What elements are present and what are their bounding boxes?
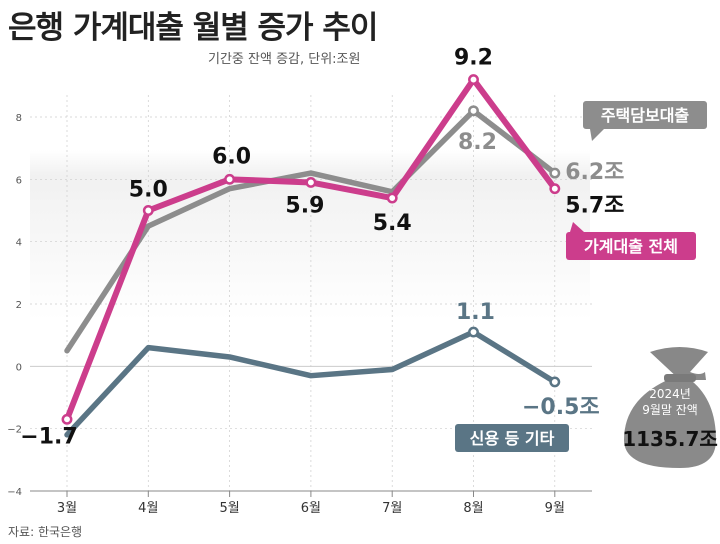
data-label-total: 5.0 (129, 178, 168, 203)
x-tick-label: 5월 (219, 501, 239, 516)
data-point-mortgage (468, 105, 479, 117)
y-tick-label: −2 (7, 425, 22, 436)
x-tick-label: 3월 (57, 501, 77, 516)
y-tick-label: 0 (16, 362, 22, 373)
legend-mortgage: 주택담보대출 (583, 101, 707, 141)
y-tick-label: 2 (16, 300, 22, 311)
x-tick-label: 4월 (138, 501, 158, 516)
x-tick-label: 8월 (463, 501, 483, 516)
data-label-other: −0.5조 (522, 395, 600, 420)
y-tick-label: −4 (7, 487, 22, 498)
bag-value: 1135.7조 (622, 427, 718, 451)
data-label-total: 5.9 (285, 193, 324, 218)
data-point-total (224, 173, 236, 185)
data-label-total: 5.4 (373, 211, 412, 236)
data-labels: 8.2 6.2조 1.1 −0.5조 −1.7 5.0 6.0 5.9 5.4 9.2 5.7조 (20, 46, 624, 450)
data-label-mortgage: 8.2 (458, 130, 497, 155)
y-tick-label: 6 (16, 175, 22, 186)
data-label-total: 5.7조 (565, 194, 624, 219)
legend-total-label: 가계대출 전체 (584, 237, 678, 256)
chart-title: 은행 가계대출 월별 증가 추이 (8, 10, 378, 46)
source-note: 자료: 한국은행 (8, 525, 83, 539)
bag-caption: 9월말 잔액 (642, 403, 698, 417)
data-point-mortgage (549, 167, 561, 179)
data-point-total (549, 183, 561, 195)
data-point-other (468, 326, 479, 338)
x-tick-label: 9월 (545, 501, 565, 516)
y-axis: −4 −2 0 2 4 6 8 (7, 113, 22, 498)
chart-subtitle: 기간중 잔액 증감, 단위:조원 (208, 52, 361, 67)
data-label-total: 6.0 (212, 144, 251, 169)
data-point-other (549, 376, 561, 388)
legend-other-label: 신용 등 기타 (470, 429, 555, 448)
legend-total: 가계대출 전체 (566, 222, 696, 260)
bag-year: 2024년 (649, 387, 691, 401)
x-tick-label: 7월 (382, 501, 402, 516)
money-bag-icon: 2024년 9월말 잔액 1135.7조 (622, 347, 718, 468)
data-label-total: −1.7 (20, 424, 77, 449)
data-point-total (468, 74, 479, 86)
data-point-total (142, 205, 154, 216)
data-point-total (305, 177, 317, 188)
data-point-total (61, 413, 73, 425)
data-point-total (386, 192, 398, 204)
x-tick-label: 6월 (301, 501, 321, 516)
legend-mortgage-label: 주택담보대출 (601, 106, 690, 125)
y-tick-label: 4 (16, 238, 22, 249)
series-points (61, 74, 561, 425)
legend-other: 신용 등 기타 (455, 424, 569, 452)
x-axis: 3월 4월 5월 6월 7월 8월 9월 (30, 490, 592, 516)
data-label-mortgage: 6.2조 (565, 160, 624, 185)
data-label-other: 1.1 (456, 300, 495, 325)
y-tick-label: 8 (16, 113, 22, 124)
series-line-other (64, 329, 558, 438)
data-label-total: 9.2 (454, 46, 493, 71)
